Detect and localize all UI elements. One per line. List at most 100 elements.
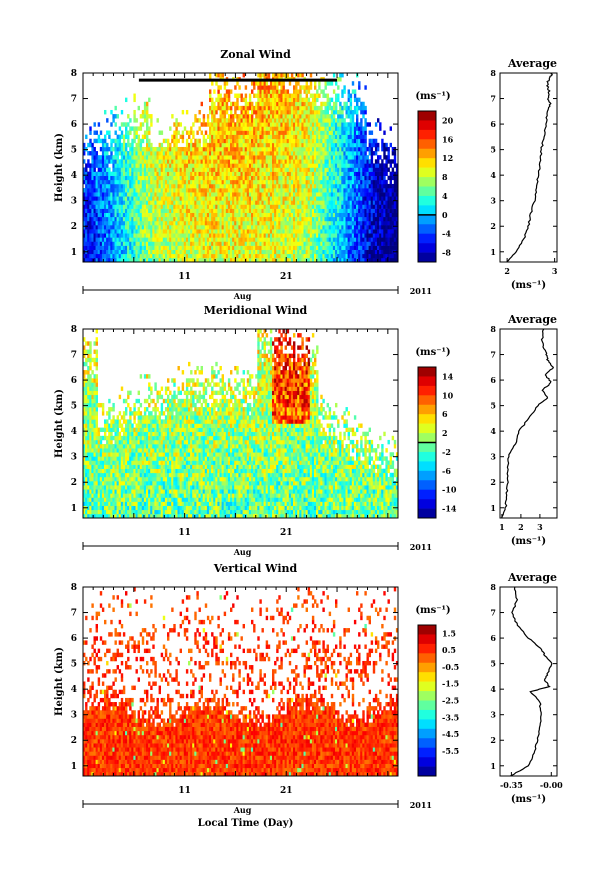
heatmap-cell: [282, 167, 285, 172]
heatmap-cell: [202, 114, 206, 119]
heatmap-cell: [284, 163, 287, 168]
heatmap-cell: [255, 138, 258, 144]
heatmap-cell: [238, 85, 241, 90]
heatmap-cell: [110, 183, 113, 189]
heatmap-cell: [276, 114, 279, 119]
heatmap-cell: [211, 212, 214, 218]
heatmap-cell: [171, 167, 174, 172]
heatmap-cell: [337, 179, 340, 185]
heatmap-cell: [173, 208, 176, 213]
heatmap-cell: [316, 159, 319, 164]
heatmap-cell: [141, 146, 145, 152]
heatmap-cell: [125, 225, 128, 230]
heatmap-cell: [156, 208, 159, 213]
heatmap-cell: [314, 183, 317, 189]
heatmap-cell: [127, 151, 130, 156]
heatmap-cell: [164, 167, 168, 172]
heatmap-cell: [328, 183, 332, 189]
heatmap-cell: [301, 200, 304, 205]
heatmap-cell: [146, 126, 149, 131]
heatmap-cell: [160, 163, 164, 168]
heatmap-cell: [99, 196, 103, 201]
heatmap-cell: [335, 179, 338, 185]
heatmap-cell: [204, 138, 208, 144]
heatmap-cell: [257, 130, 260, 135]
heatmap-cell: [248, 175, 252, 181]
heatmap-cell: [257, 192, 260, 197]
heatmap-cell: [238, 159, 241, 164]
heatmap-cell: [280, 101, 283, 107]
heatmap-cell: [167, 183, 170, 189]
heatmap-cell: [353, 138, 357, 144]
heatmap-cell: [154, 163, 157, 168]
heatmap-cell: [358, 138, 361, 144]
heatmap-cell: [221, 179, 224, 185]
heatmap-cell: [181, 237, 185, 242]
heatmap-cell: [143, 118, 147, 123]
heatmap-cell: [202, 237, 206, 242]
heatmap-cell: [219, 151, 222, 156]
heatmap-cell: [362, 241, 365, 246]
heatmap-cell: [143, 179, 147, 185]
heatmap-cell: [108, 192, 111, 197]
heatmap-cell: [356, 163, 359, 168]
heatmap-cell: [362, 126, 365, 131]
heatmap-cell: [127, 208, 130, 213]
heatmap-cell: [217, 97, 220, 103]
heatmap-cell: [328, 97, 332, 103]
heatmap-cell: [330, 97, 334, 103]
heatmap-cell: [179, 200, 182, 205]
heatmap-cell: [358, 229, 361, 234]
heatmap-cell: [290, 97, 294, 103]
heatmap-cell: [356, 126, 359, 131]
heatmap-cell: [131, 208, 134, 213]
heatmap-cell: [91, 151, 94, 156]
heatmap-cell: [295, 220, 298, 226]
heatmap-cell: [93, 237, 96, 242]
heatmap-cell: [272, 253, 275, 259]
heatmap-cell: [297, 233, 300, 238]
heatmap-cell: [135, 183, 138, 189]
heatmap-cell: [286, 212, 290, 218]
heatmap-cell: [127, 237, 130, 242]
heatmap-cell: [345, 122, 348, 127]
heatmap-cell: [185, 183, 189, 189]
heatmap-cell: [164, 225, 168, 230]
heatmap-cell: [288, 138, 292, 144]
heatmap-cell: [293, 155, 296, 160]
heatmap-cell: [202, 167, 206, 172]
heatmap-cell: [204, 175, 208, 181]
heatmap-cell: [295, 196, 298, 201]
heatmap-cell: [261, 114, 264, 119]
heatmap-cell: [309, 105, 313, 111]
heatmap-cell: [150, 171, 153, 177]
heatmap-cell: [200, 175, 203, 181]
heatmap-cell: [158, 159, 161, 164]
heatmap-cell: [141, 204, 145, 209]
heatmap-cell: [358, 188, 361, 193]
heatmap-cell: [305, 130, 308, 135]
heatmap-cell: [114, 122, 117, 127]
heatmap-cell: [347, 130, 350, 135]
heatmap-cell: [146, 204, 149, 209]
heatmap-cell: [276, 134, 279, 140]
heatmap-cell: [173, 229, 176, 234]
heatmap-cell: [135, 175, 138, 181]
heatmap-cell: [314, 171, 317, 177]
heatmap-cell: [137, 134, 140, 140]
heatmap-cell: [206, 212, 210, 218]
heatmap-cell: [238, 134, 241, 140]
heatmap-cell: [343, 122, 346, 127]
heatmap-cell: [286, 208, 290, 213]
heatmap-cell: [295, 97, 298, 103]
heatmap-cell: [272, 233, 275, 238]
heatmap-cell: [217, 171, 220, 177]
heatmap-cell: [139, 155, 143, 160]
heatmap-cell: [198, 220, 201, 226]
heatmap-cell: [263, 225, 266, 230]
heatmap-cell: [324, 245, 327, 250]
heatmap-cell: [337, 220, 340, 226]
heatmap-cell: [248, 130, 252, 135]
heatmap-cell: [288, 101, 292, 107]
heatmap-cell: [83, 142, 86, 148]
